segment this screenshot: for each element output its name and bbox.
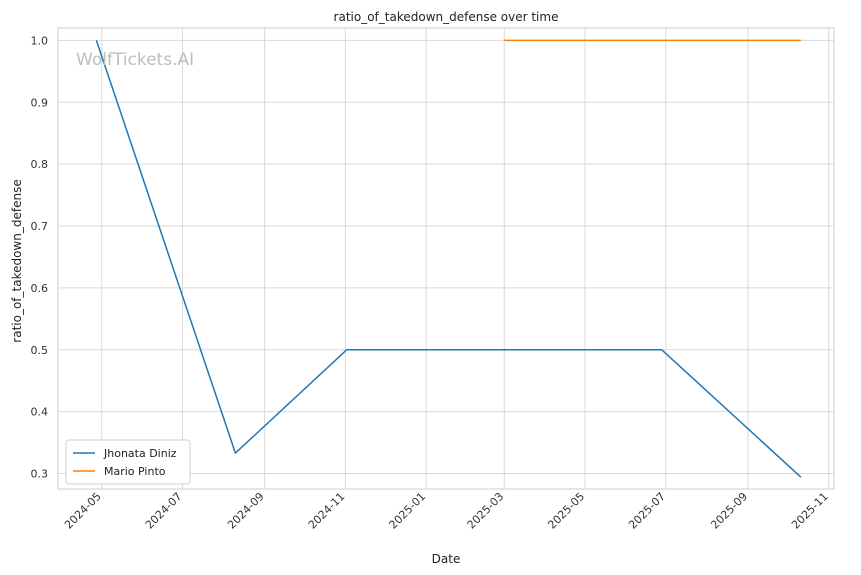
x-tick-label: 2025-03 <box>465 490 507 532</box>
y-tick-label: 0.7 <box>31 220 49 233</box>
grid-layer <box>58 28 834 489</box>
x-tick-label: 2024-11 <box>306 490 348 532</box>
x-tick-label: 2025-09 <box>708 490 750 532</box>
chart-title: ratio_of_takedown_defense over time <box>334 10 559 24</box>
series-line-jhonata-diniz <box>95 40 802 478</box>
series-layer <box>95 39 802 478</box>
y-axis-label: ratio_of_takedown_defense <box>10 179 24 342</box>
legend-box <box>65 439 191 485</box>
y-tick-label: 0.3 <box>31 468 49 481</box>
legend-label-mario-pinto: Mario Pinto <box>104 465 166 478</box>
x-tick-label: 2025-07 <box>626 490 668 532</box>
x-tick-label: 2025-11 <box>789 490 831 532</box>
legend-label-jhonata-diniz: Jhonata Diniz <box>103 447 177 460</box>
x-tick-label: 2024-07 <box>143 490 185 532</box>
x-tick-label: 2025-01 <box>387 490 429 532</box>
legend: Jhonata Diniz Mario Pinto <box>65 439 191 485</box>
x-tick-label: 2025-05 <box>545 490 587 532</box>
y-tick-label: 0.9 <box>31 96 49 109</box>
plot-area <box>57 27 835 490</box>
x-tick-label: 2024-05 <box>62 490 104 532</box>
y-tick-label: 0.6 <box>31 282 49 295</box>
y-tick-label: 0.4 <box>31 406 49 419</box>
y-tick-label: 1.0 <box>31 34 49 47</box>
watermark-text: WolfTickets.AI <box>76 50 194 70</box>
x-tick-label: 2024-09 <box>225 490 267 532</box>
y-tick-label: 0.5 <box>31 344 49 357</box>
x-axis-label: Date <box>432 552 461 566</box>
y-tick-label: 0.8 <box>31 158 49 171</box>
